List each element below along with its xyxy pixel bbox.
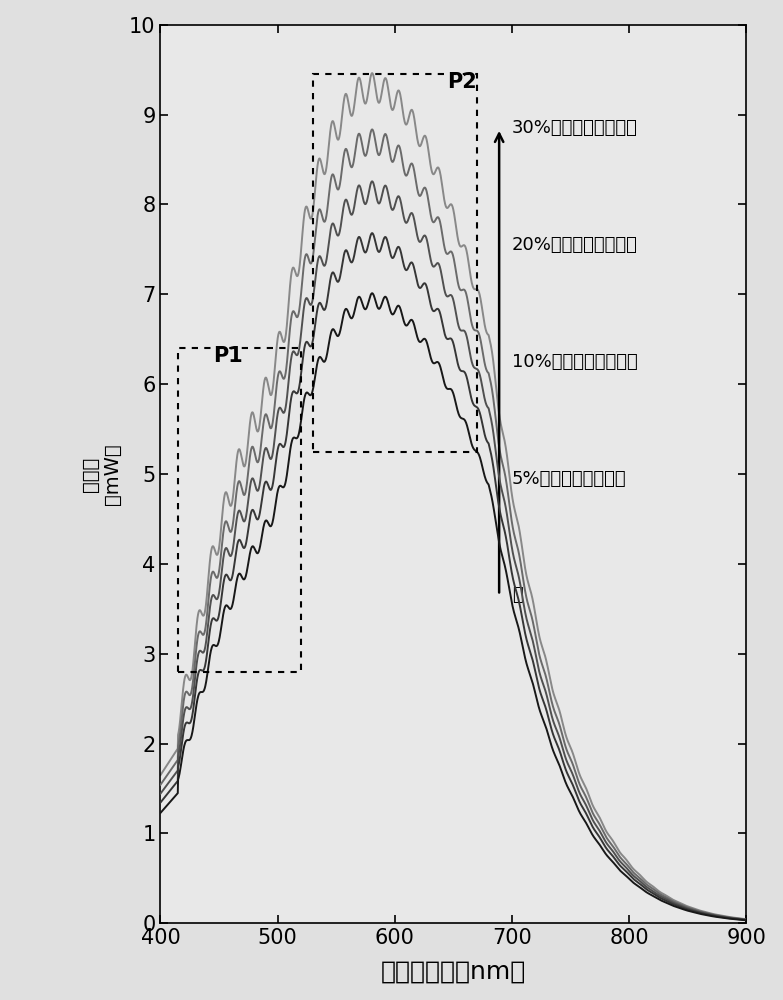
Text: 水: 水 [512, 586, 523, 604]
Bar [313, 74, 477, 452]
Text: P2: P2 [448, 72, 478, 92]
Text: 5%浓度的葡萄糖溶液: 5%浓度的葡萄糖溶液 [512, 470, 626, 488]
Text: 30%浓度的葡萄糖溶液: 30%浓度的葡萄糖溶液 [512, 119, 638, 137]
Bar [178, 348, 301, 672]
Text: 10%浓度的葡萄糖溶液: 10%浓度的葡萄糖溶液 [512, 353, 638, 371]
X-axis label: 入射光波长（nm）: 入射光波长（nm） [381, 959, 526, 983]
Text: P1: P1 [213, 346, 243, 366]
Text: 20%浓度的葡萄糖溶液: 20%浓度的葡萄糖溶液 [512, 236, 638, 254]
Text: 光功率
（mW）: 光功率 （mW） [81, 443, 122, 505]
